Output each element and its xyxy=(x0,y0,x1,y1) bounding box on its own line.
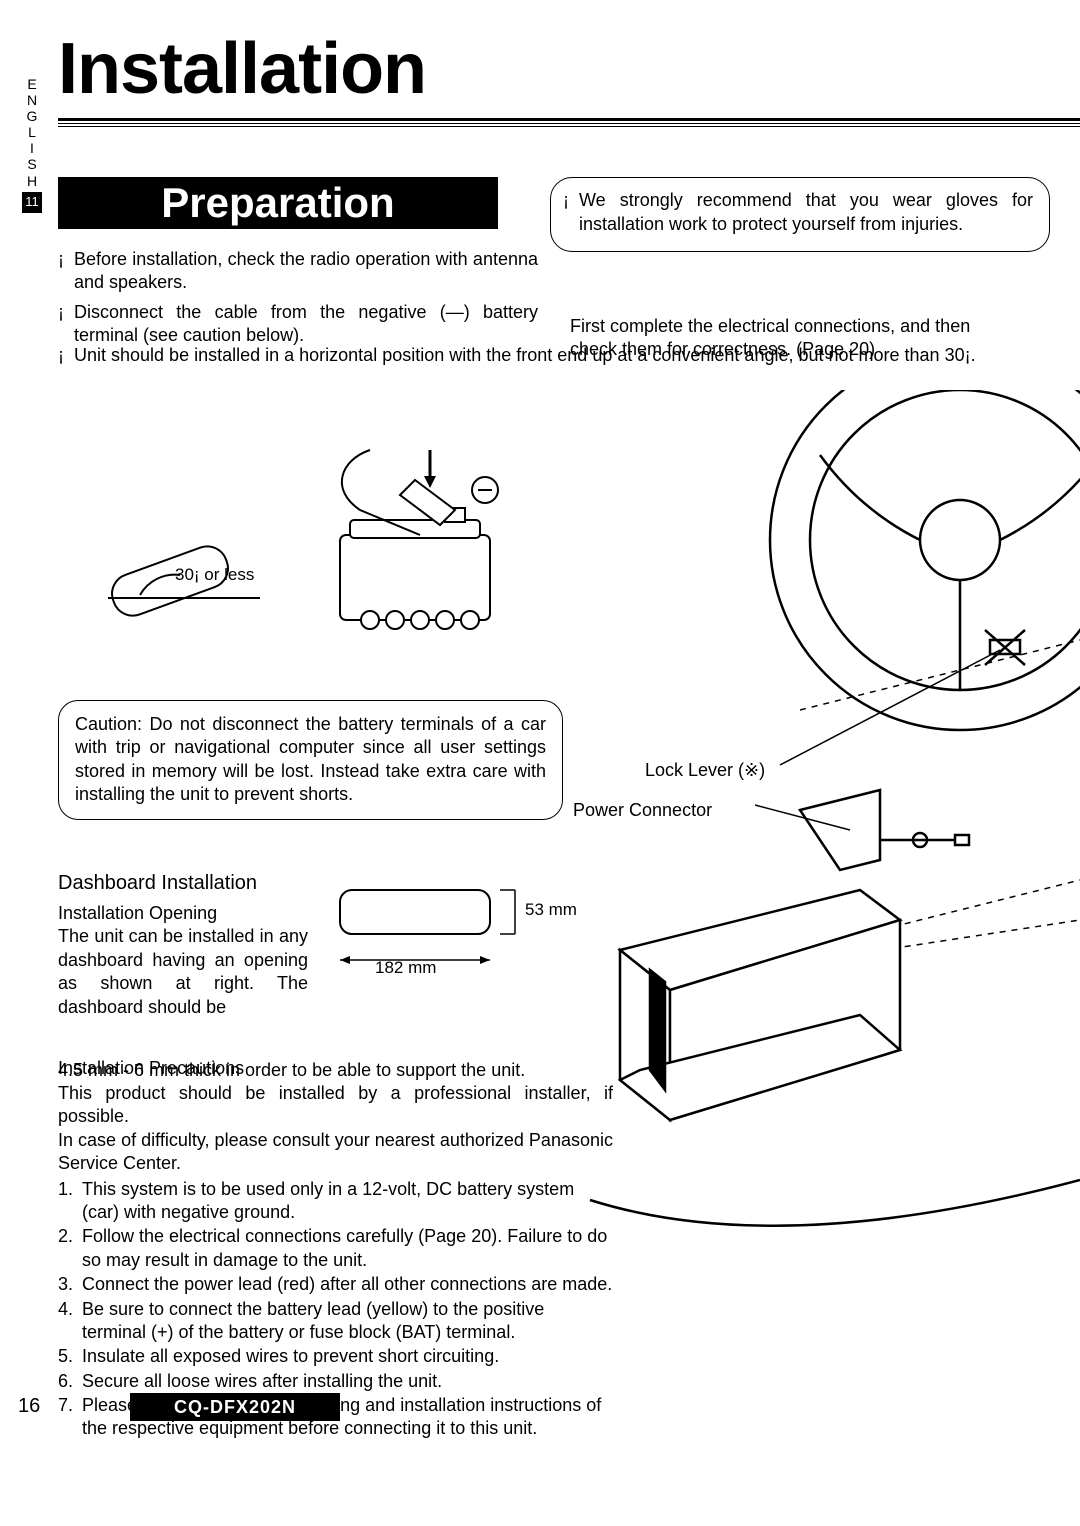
page-title: Installation xyxy=(58,28,426,110)
precautions-intro: This product should be installed by a pr… xyxy=(58,1082,613,1129)
precautions-title: Installation Precautions xyxy=(58,1058,244,1079)
height-dim: 53 mm xyxy=(525,900,577,920)
precautions-intro2: In case of difficulty, please consult yo… xyxy=(58,1129,613,1176)
lang-tab-num: 11 xyxy=(22,192,42,213)
lang-letters: E N G L I S H xyxy=(22,76,42,189)
dashboard-desc: The unit can be installed in any dashboa… xyxy=(58,925,308,1019)
power-connector-label: Power Connector xyxy=(573,800,712,821)
precaution-item: Secure all loose wires after installing … xyxy=(58,1370,613,1393)
lock-lever-label: Lock Lever (※) xyxy=(645,760,765,781)
preparation-heading: Preparation xyxy=(58,177,498,229)
caution-box: Caution: Do not disconnect the battery t… xyxy=(58,700,563,820)
prep-item: Disconnect the cable from the negative (… xyxy=(58,301,538,348)
gloves-callout: We strongly recommend that you wear glov… xyxy=(550,177,1050,252)
precaution-item: Be sure to connect the battery lead (yel… xyxy=(58,1298,613,1345)
precaution-item: Connect the power lead (red) after all o… xyxy=(58,1273,613,1296)
precaution-item: Insulate all exposed wires to prevent sh… xyxy=(58,1345,613,1368)
precaution-item: This system is to be used only in a 12-v… xyxy=(58,1178,613,1225)
model-badge: CQ-DFX202N xyxy=(130,1393,340,1421)
gloves-text: We strongly recommend that you wear glov… xyxy=(579,190,1033,234)
install-diagram xyxy=(580,390,1080,1260)
title-underline xyxy=(58,118,1080,127)
angle-label: 30¡ or less xyxy=(175,565,254,585)
width-dim: 182 mm xyxy=(375,958,436,978)
prep-item: Unit should be installed in a horizontal… xyxy=(58,344,1018,367)
precautions-body: This product should be installed by a pr… xyxy=(58,1082,613,1442)
language-tab: E N G L I S H 11 xyxy=(22,76,42,213)
page-number: 16 xyxy=(18,1395,40,1418)
prep-item: Before installation, check the radio ope… xyxy=(58,248,538,295)
preparation-list: Before installation, check the radio ope… xyxy=(58,248,538,354)
dashboard-title: Dashboard Installation xyxy=(58,872,257,895)
angle-battery-diagram xyxy=(90,440,530,660)
precaution-item: Follow the electrical connections carefu… xyxy=(58,1225,613,1272)
